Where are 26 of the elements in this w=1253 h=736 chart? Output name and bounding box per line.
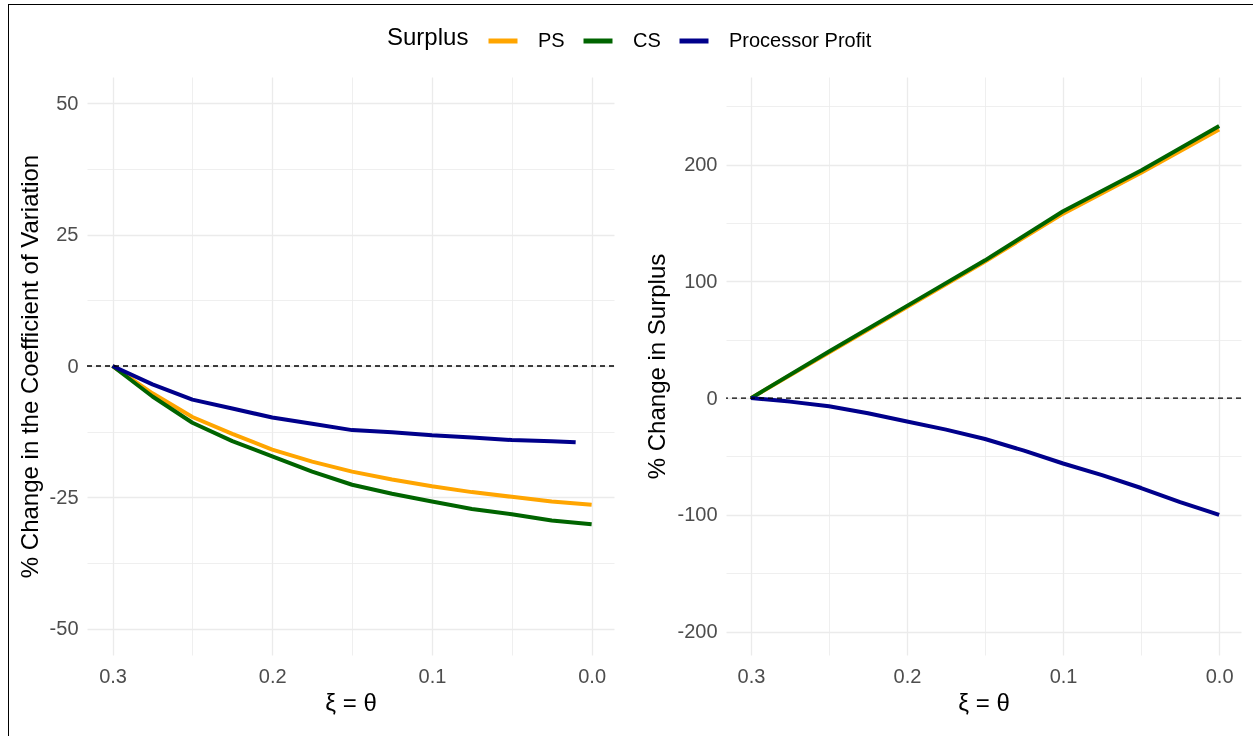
x-axis-title: ξ = θ bbox=[325, 688, 377, 716]
legend-label: Processor Profit bbox=[729, 29, 872, 51]
y-tick-label: -200 bbox=[677, 620, 718, 643]
x-tick-label: 0.0 bbox=[1205, 664, 1234, 687]
y-tick-label: 100 bbox=[684, 269, 718, 292]
x-tick-label: 0.2 bbox=[258, 664, 287, 687]
x-tick-label: 0.2 bbox=[893, 664, 922, 687]
y-tick-label: 50 bbox=[56, 91, 79, 114]
x-tick-label: 0.0 bbox=[578, 664, 607, 687]
y-tick-label: 200 bbox=[684, 153, 718, 176]
y-tick-label: -100 bbox=[677, 503, 718, 526]
legend-label: PS bbox=[538, 29, 565, 51]
y-axis-title: % Change in Surplus bbox=[643, 253, 671, 480]
y-tick-label: -25 bbox=[49, 485, 79, 508]
y-tick-label: 25 bbox=[56, 223, 79, 246]
x-tick-label: 0.1 bbox=[1049, 664, 1078, 687]
legend-title: Surplus bbox=[387, 23, 469, 50]
x-axis-title: ξ = θ bbox=[958, 688, 1010, 716]
y-tick-label: 0 bbox=[67, 354, 79, 377]
y-axis-title: % Change in the Coefficient of Variation bbox=[15, 154, 43, 579]
legend-label: CS bbox=[633, 29, 661, 51]
y-tick-label: -50 bbox=[49, 617, 79, 640]
x-tick-label: 0.3 bbox=[99, 664, 127, 687]
y-tick-label: 0 bbox=[706, 386, 718, 409]
x-tick-label: 0.1 bbox=[418, 664, 447, 687]
x-tick-label: 0.3 bbox=[737, 664, 766, 687]
